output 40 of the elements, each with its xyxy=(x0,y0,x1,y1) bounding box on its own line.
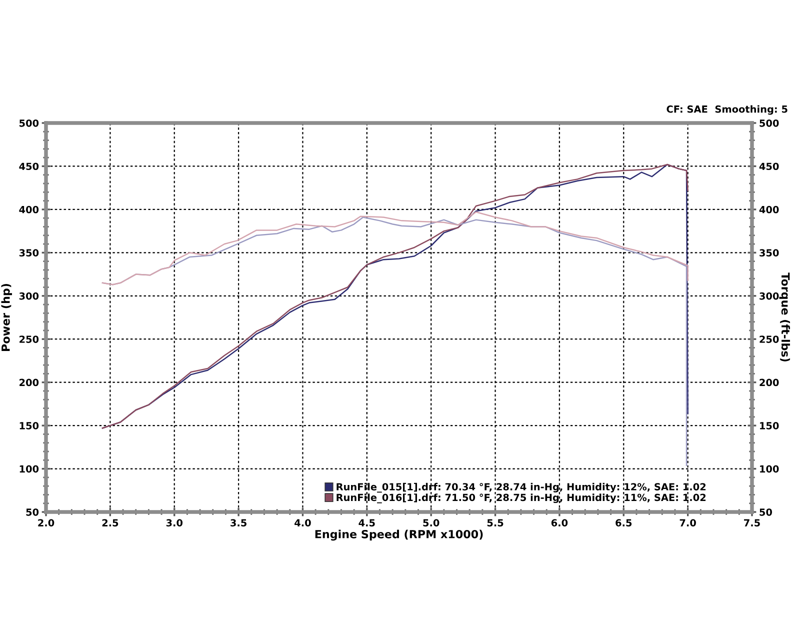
x-axis-title: Engine Speed (RPM x1000) xyxy=(315,530,483,541)
x-tick-label: 5.5 xyxy=(487,519,504,526)
y-tick-label: 50 xyxy=(26,508,39,516)
y-tick-label: 350 xyxy=(19,249,39,256)
line-series xyxy=(102,164,688,429)
y2-tick-label: 300 xyxy=(760,292,779,300)
text: CF: SAE Smoothing: 5 xyxy=(666,105,788,115)
y-tick-label: 300 xyxy=(19,292,39,300)
x-tick-label: 7.0 xyxy=(680,519,696,526)
y2-tick-label: 250 xyxy=(760,336,779,343)
y-tick-label: 100 xyxy=(20,465,39,473)
legend-label: RunFile_015[1].drf: 70.34 °F, 28.74 in-Hg, Humidity: 12%, SAE: 1.02 xyxy=(336,482,706,493)
y2-tick-label: 100 xyxy=(760,465,779,473)
y2-tick-label: 500 xyxy=(760,119,779,127)
y2-tick-label: 50 xyxy=(760,508,772,516)
y-tick-label: 150 xyxy=(20,422,39,430)
y2-tick-label: 350 xyxy=(760,249,779,256)
x-tick-label: 2.5 xyxy=(102,519,118,526)
y-tick-label: 200 xyxy=(20,378,39,386)
y2-tick-label: 450 xyxy=(759,162,779,170)
y2-tick-label: 400 xyxy=(759,206,779,214)
x-tick-label: 2.0 xyxy=(38,519,54,526)
x-tick-label: 6.0 xyxy=(551,519,568,526)
x-tick-label: 4.5 xyxy=(358,519,375,526)
line-series xyxy=(102,211,688,286)
x-tick-label: 3.5 xyxy=(230,519,246,526)
x-tick-label: 5.0 xyxy=(423,519,440,526)
y-tick-label: 250 xyxy=(20,336,39,343)
x-tick-label: 7.5 xyxy=(744,519,760,526)
y2-tick-label: 150 xyxy=(760,422,779,430)
x-tick-label: 6.5 xyxy=(616,519,632,526)
y2-axis-title: Torque (ft-lbs) xyxy=(779,272,790,362)
x-tick-label: 3.0 xyxy=(166,519,183,526)
legend-label: RunFile_016[1].drf: 71.50 °F, 28.75 in-Hg, Humidity: 11%, SAE: 1.02 xyxy=(336,494,706,504)
y2-tick-label: 200 xyxy=(760,378,779,386)
x-tick-label: 4.0 xyxy=(294,519,311,526)
y-tick-label: 400 xyxy=(19,206,39,214)
y-tick-label: 450 xyxy=(19,162,39,170)
y-axis-title: Power (hp) xyxy=(1,284,12,351)
y-tick-label: 500 xyxy=(20,119,39,127)
